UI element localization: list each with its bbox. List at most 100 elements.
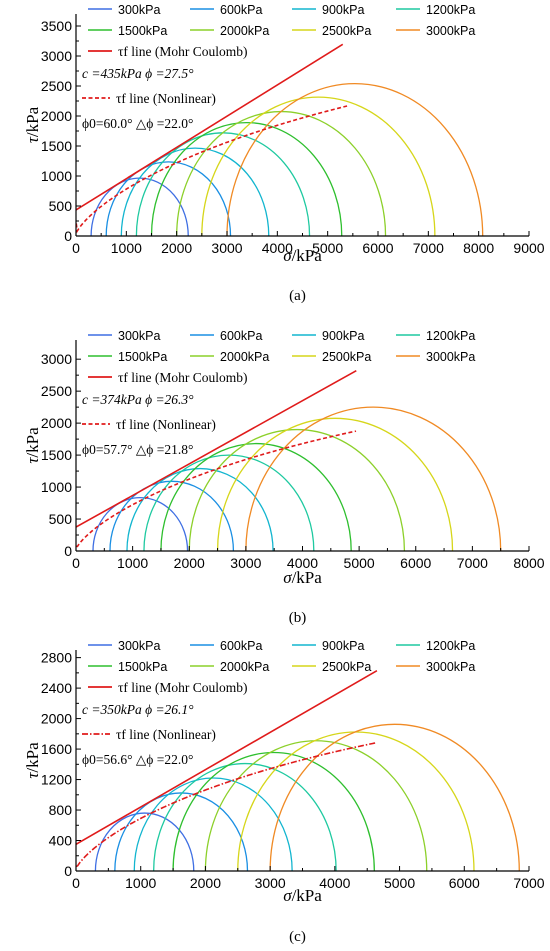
- x-tick-label: 9000: [513, 240, 544, 256]
- legend-label: 300kPa: [118, 329, 160, 343]
- y-tick-label: 3000: [41, 48, 72, 64]
- nonlinear-envelope-line: [76, 430, 357, 548]
- x-tick-label: 7000: [457, 555, 488, 571]
- mohr-circle-600kPa: [105, 161, 232, 236]
- legend-label: 300kPa: [118, 3, 160, 17]
- mohr-circle-3000kPa: [245, 406, 502, 551]
- y-tick-label: 1000: [41, 168, 72, 184]
- chart-panel-3: 0 1000 2000 3000 4000 5000 6000 7000 0 400 800 1200…: [23, 639, 545, 945]
- y-tick-label: 0: [64, 228, 72, 244]
- annotation-c-phi: c =350kPa ϕ =26.1°: [82, 702, 194, 717]
- legend-label: 2500kPa: [322, 350, 371, 364]
- y-tick-label: 1600: [41, 741, 72, 757]
- x-axis-title: σ/kPa: [283, 886, 322, 905]
- legend-label-nonlinear: τf line (Nonlinear): [116, 727, 216, 742]
- y-tick-label: 1200: [41, 772, 72, 788]
- legend: 300kPa 600kPa 900kPa 1200kPa 1500kPa 2000kPa 2…: [82, 639, 475, 767]
- y-tick-label: 3000: [41, 351, 72, 367]
- x-tick-label: 6000: [400, 555, 431, 571]
- x-tick-label: 4000: [287, 555, 318, 571]
- mohr-circle-2500kPa: [201, 96, 436, 236]
- legend-label: 900kPa: [322, 3, 364, 17]
- x-tick-label: 0: [72, 555, 80, 571]
- legend-label: 600kPa: [220, 3, 262, 17]
- y-axis-title: τ/kPa: [23, 427, 42, 464]
- y-tick-label: 1500: [41, 447, 72, 463]
- legend-label: 2500kPa: [322, 24, 371, 38]
- x-tick-label: 5000: [384, 875, 415, 891]
- mohr-circle-300kPa: [92, 497, 189, 551]
- mohr-circle-2500kPa: [216, 418, 454, 551]
- x-tick-label: 8000: [513, 555, 544, 571]
- mohr-circle-600kPa: [109, 480, 235, 551]
- x-tick-label: 8000: [463, 240, 494, 256]
- annotation-c-phi: c =374kPa ϕ =26.3°: [82, 392, 194, 407]
- legend-label-nonlinear: τf line (Nonlinear): [116, 91, 216, 106]
- legend: 300kPa 600kPa 900kPa 1200kPa 1500kPa 2000kPa 2…: [82, 329, 475, 457]
- plot-area: [76, 369, 502, 551]
- x-tick-label: 5000: [312, 240, 343, 256]
- legend-label: 1200kPa: [426, 639, 475, 653]
- legend-label-mohr: τf line (Mohr Coulomb): [118, 44, 248, 59]
- y-tick-label: 3500: [41, 18, 72, 34]
- mohr-circle-1500kPa: [172, 751, 375, 871]
- x-tick-label: 1000: [117, 555, 148, 571]
- mohr-circle-900kPa: [126, 468, 274, 551]
- mohr-circle-900kPa: [133, 777, 293, 871]
- legend-label: 1500kPa: [118, 350, 167, 364]
- legend-label: 600kPa: [220, 639, 262, 653]
- y-tick-label: 500: [49, 198, 73, 214]
- y-axis-title: τ/kPa: [23, 106, 42, 143]
- x-tick-label: 7000: [513, 875, 544, 891]
- y-tick-label: 1000: [41, 479, 72, 495]
- chart-panel-2: 0 1000 2000 3000 4000 5000 6000 7000 8000 0 500 100…: [23, 329, 545, 626]
- x-tick-label: 2000: [161, 240, 192, 256]
- mohr-circle-3000kPa: [226, 83, 484, 236]
- x-tick-label: 5000: [344, 555, 375, 571]
- mohr-circle-600kPa: [114, 792, 249, 871]
- x-axis-title: σ/kPa: [283, 246, 322, 265]
- legend-label: 1500kPa: [118, 660, 167, 674]
- chart-panel-1: 0 1000 2000 3000 4000 5000 6000 7000 8000 9000 0 50…: [23, 3, 545, 304]
- y-axis-title: τ/kPa: [23, 742, 42, 779]
- y-tick-label: 2000: [41, 415, 72, 431]
- y-tick-label: 2800: [41, 650, 72, 666]
- plot-area: [76, 43, 484, 236]
- legend-label: 3000kPa: [426, 24, 475, 38]
- legend-label: 2000kPa: [220, 660, 269, 674]
- legend-label: 900kPa: [322, 639, 364, 653]
- x-tick-label: 1000: [111, 240, 142, 256]
- panel-label: (b): [289, 610, 307, 626]
- x-tick-label: 2000: [174, 555, 205, 571]
- x-tick-label: 1000: [125, 875, 156, 891]
- panel-label: (c): [289, 929, 306, 945]
- legend-label-mohr: τf line (Mohr Coulomb): [118, 680, 248, 695]
- y-tick-label: 0: [64, 863, 72, 879]
- annotation-phi0-dphi: ϕ0=57.7° △ϕ =21.8°: [82, 442, 193, 457]
- x-tick-label: 3000: [230, 555, 261, 571]
- x-tick-label: 6000: [362, 240, 393, 256]
- y-tick-label: 2000: [41, 711, 72, 727]
- legend-label: 2000kPa: [220, 24, 269, 38]
- x-axis-title: σ/kPa: [283, 568, 322, 587]
- y-tick-label: 2500: [41, 383, 72, 399]
- mohr-circle-1200kPa: [143, 454, 315, 551]
- mohr-circle-2000kPa: [188, 429, 406, 551]
- mohr-circle-900kPa: [120, 147, 270, 236]
- x-tick-label: 0: [72, 240, 80, 256]
- y-tick-label: 800: [49, 802, 73, 818]
- x-tick-label: 7000: [413, 240, 444, 256]
- annotation-phi0-dphi: ϕ0=56.6° △ϕ =22.0°: [82, 752, 193, 767]
- x-tick-label: 3000: [211, 240, 242, 256]
- legend-label: 2000kPa: [220, 350, 269, 364]
- nonlinear-envelope-line: [76, 741, 377, 868]
- mohr-circle-2500kPa: [237, 731, 475, 871]
- panel-label: (a): [289, 288, 306, 304]
- legend-label: 3000kPa: [426, 350, 475, 364]
- y-tick-label: 400: [49, 833, 73, 849]
- legend-label: 1500kPa: [118, 24, 167, 38]
- annotation-phi0-dphi: ϕ0=60.0° △ϕ =22.0°: [82, 116, 193, 131]
- annotation-c-phi: c =435kPa ϕ =27.5°: [82, 66, 194, 81]
- legend-label-mohr: τf line (Mohr Coulomb): [118, 370, 248, 385]
